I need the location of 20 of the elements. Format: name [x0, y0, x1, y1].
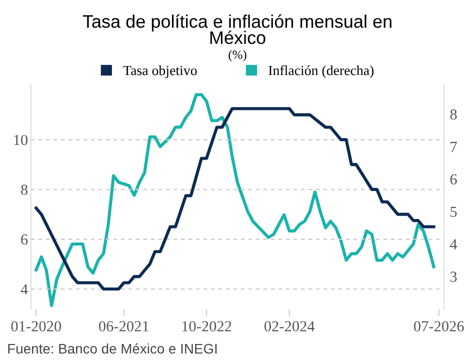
- y2-tick-label: 6: [450, 174, 457, 185]
- x-tick-label: 06-2021: [99, 321, 148, 332]
- y2-tick-label: 4: [450, 239, 458, 250]
- chart-title: Tasa de política e inflación mensual en México: [82, 14, 392, 44]
- legend-label: Inflación (derecha): [268, 65, 374, 78]
- x-tick-label: 02-2024: [264, 321, 315, 332]
- source-note: Fuente: Banco de México e INEGI: [8, 343, 217, 354]
- y-tick-label: 4: [20, 284, 28, 294]
- y-tick-label: 8: [21, 184, 28, 195]
- x-tick-label: 10-2022: [182, 321, 232, 332]
- x-tick-label: 07-2026: [414, 321, 464, 332]
- y-tick-label: 6: [21, 234, 28, 245]
- y2-tick-label: 8: [450, 109, 457, 120]
- y2-tick-label: 7: [450, 142, 457, 152]
- x-tick-label: 01-2020: [11, 321, 62, 332]
- y-tick-label: 10: [14, 134, 28, 146]
- chart-subtitle: (%): [228, 50, 246, 62]
- legend-label: Tasa objetivo: [123, 65, 197, 78]
- y2-tick-label: 5: [450, 206, 457, 217]
- y2-tick-label: 3: [450, 272, 457, 282]
